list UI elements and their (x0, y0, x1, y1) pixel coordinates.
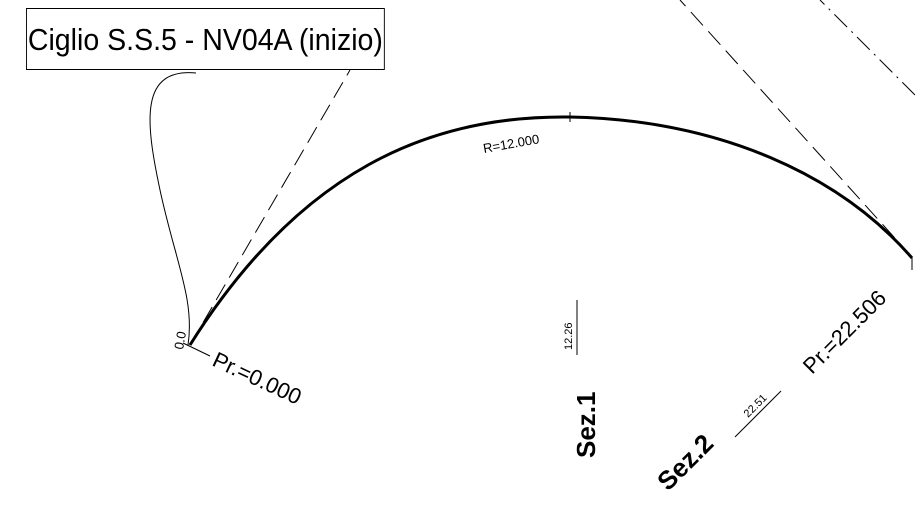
section-2-name: Sez.2 (651, 428, 719, 496)
start-tick (182, 342, 211, 357)
dashed-tangent-end (679, 0, 913, 258)
dashed-tangent-start (189, 69, 351, 346)
curve-arc (188, 115, 914, 346)
callout-leader (149, 72, 197, 346)
callout-box: Ciglio S.S.5 - NV04A (inizio) (26, 8, 385, 70)
dashdot-axis (819, 0, 915, 96)
section-2-line (734, 390, 782, 438)
section-2: 22.51 Sez.2 (651, 390, 782, 496)
section-1: 12.26 Sez.1 (563, 300, 601, 458)
section-1-value: 12.26 (563, 322, 575, 350)
start-point-label: 0.0 (171, 330, 189, 350)
radius-label: R=12.000 (482, 131, 540, 156)
start-progressive-label: Pr.=0.000 (209, 347, 305, 410)
section-1-name: Sez.1 (571, 392, 601, 459)
construction-lines (189, 0, 915, 346)
end-progressive-label: Pr.=22.506 (798, 285, 891, 378)
end-marker: Pr.=22.506 (798, 258, 913, 379)
